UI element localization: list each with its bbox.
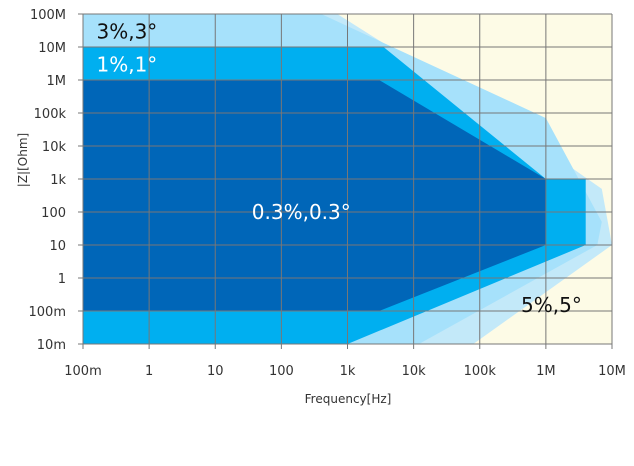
y-tick-label: 1 [58,272,66,287]
x-tick-label: 10k [402,364,427,379]
x-tick-labels: 100m 1 10 100 1k 10k 100k 1M 10M [64,364,626,379]
y-tick-label: 100M [30,8,66,23]
x-tick-label: 100m [64,364,101,379]
accuracy-region-4 [83,80,546,311]
y-tick-label: 1k [50,173,66,188]
grid-lines [78,13,613,349]
x-tick-label: 1M [536,364,556,379]
y-tick-label: 1M [47,74,67,89]
y-tick-label: 10m [37,338,66,353]
y-tick-label: 10M [38,41,66,56]
y-tick-labels: 100M 10M 1M 100k 10k 1k 100 10 1 100m 10m [29,8,67,353]
region-label: 3%,3° [96,19,157,43]
y-tick-label: 10 [49,239,66,254]
region-labels: 5%,5° 3%,3° 1%,1° 0.3%,0.3° [96,19,581,317]
region-label: 1%,1° [96,52,157,76]
x-tick-label: 10 [207,364,224,379]
y-tick-label: 100 [41,206,66,221]
x-tick-label: 100 [269,364,294,379]
y-tick-label: 10k [42,140,67,155]
x-tick-label: 1k [340,364,356,379]
y-tick-label: 100k [34,107,67,122]
region-label: 0.3%,0.3° [252,200,351,224]
y-axis-title: |Z|[Ohm] [16,133,30,187]
y-tick-label: 100m [29,305,66,320]
x-tick-label: 1 [145,364,153,379]
x-tick-label: 100k [464,364,497,379]
x-axis-title: Frequency[Hz] [305,392,392,406]
x-tick-label: 10M [598,364,626,379]
region-label: 5%,5° [521,293,582,317]
